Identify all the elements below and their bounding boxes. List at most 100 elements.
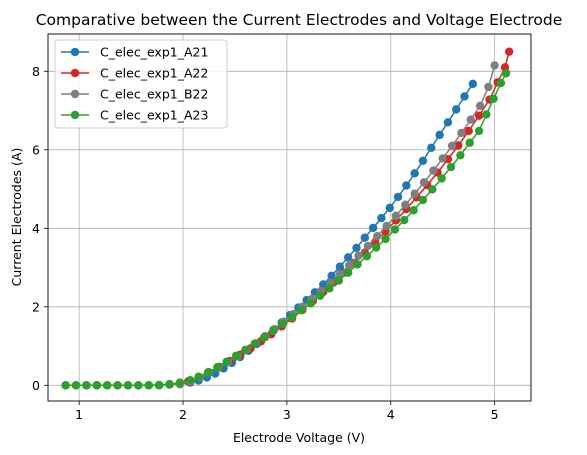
data-point: [343, 253, 353, 262]
data-point: [454, 141, 463, 150]
data-point: [464, 126, 473, 136]
legend-marker: [70, 110, 80, 120]
data-point: [456, 151, 465, 160]
data-point: [418, 195, 428, 205]
data-point: [390, 225, 400, 234]
data-point: [401, 200, 410, 209]
data-point: [393, 192, 403, 202]
data-point: [345, 260, 354, 270]
x-tick-label: 3: [283, 407, 291, 422]
data-point: [354, 251, 363, 260]
data-point: [410, 189, 419, 198]
data-point: [484, 82, 493, 92]
legend-marker: [70, 68, 80, 78]
y-tick-label: 2: [32, 299, 40, 314]
data-point: [419, 178, 429, 187]
data-point: [278, 319, 287, 329]
data-point: [315, 291, 325, 301]
data-point: [368, 223, 378, 233]
data-point: [429, 166, 438, 175]
data-series: [61, 47, 514, 390]
data-point: [113, 381, 122, 390]
data-point: [466, 115, 475, 124]
legend-item: C_elec_exp1_A22: [61, 66, 208, 81]
data-point: [325, 284, 334, 293]
data-point: [504, 47, 514, 56]
data-point: [297, 306, 306, 315]
x-tick-label: 1: [75, 407, 83, 422]
data-point: [213, 363, 222, 372]
data-point: [438, 154, 447, 163]
legend-label: C_elec_exp1_B22: [100, 87, 208, 102]
data-point: [194, 372, 203, 381]
data-point: [363, 241, 373, 251]
data-point: [501, 69, 511, 78]
data-point: [287, 313, 297, 322]
data-point: [362, 251, 372, 261]
x-tick-label: 5: [491, 407, 499, 422]
data-point: [489, 94, 498, 103]
data-point: [437, 174, 446, 183]
legend-label: C_elec_exp1_A23: [100, 108, 208, 123]
data-point: [382, 221, 391, 231]
data-point: [372, 243, 381, 252]
data-point: [360, 233, 370, 242]
data-point: [103, 381, 112, 390]
data-point: [222, 357, 231, 366]
data-point: [443, 118, 453, 127]
data-point: [335, 270, 345, 279]
data-point: [460, 92, 469, 101]
legend-item: C_elec_exp1_A21: [61, 45, 208, 60]
data-point: [306, 299, 315, 308]
data-point: [334, 276, 344, 285]
data-point: [490, 61, 499, 70]
data-point: [259, 333, 269, 342]
data-point: [410, 169, 419, 178]
data-point: [123, 381, 133, 390]
data-point: [71, 381, 81, 390]
data-point: [353, 260, 362, 269]
data-point: [418, 156, 428, 165]
data-point: [92, 381, 102, 390]
data-point: [377, 213, 386, 223]
data-point: [385, 203, 394, 213]
x-axis-label: Electrode Voltage (V): [233, 430, 365, 445]
data-point: [203, 368, 213, 377]
series-4: [61, 69, 511, 390]
data-point: [400, 215, 409, 225]
data-point: [134, 381, 143, 390]
data-point: [447, 141, 457, 151]
data-point: [335, 262, 345, 271]
x-tick-label: 4: [387, 407, 395, 422]
plot-area-frame: [47, 33, 532, 402]
y-tick-label: 4: [32, 221, 40, 236]
data-point: [427, 143, 436, 153]
data-point: [154, 380, 164, 390]
legend-label: C_elec_exp1_A22: [100, 66, 208, 81]
x-tick-label: 2: [179, 407, 187, 422]
legend-marker: [70, 89, 80, 99]
data-point: [465, 138, 474, 147]
data-point: [343, 268, 353, 277]
data-point: [452, 105, 461, 114]
data-point: [402, 181, 411, 190]
legend-marker: [70, 47, 80, 57]
data-point: [175, 378, 185, 387]
data-point: [446, 162, 456, 172]
data-point: [457, 128, 466, 138]
data-point: [61, 381, 70, 390]
data-point: [327, 271, 336, 280]
data-point: [241, 345, 250, 355]
data-point: [165, 379, 174, 389]
data-point: [231, 351, 241, 361]
data-point: [428, 185, 437, 194]
chart-title: Comparative between the Current Electrod…: [36, 11, 563, 29]
data-point: [468, 79, 478, 89]
data-point: [250, 339, 259, 348]
data-point: [269, 326, 278, 335]
data-point: [435, 130, 444, 140]
legend-item: C_elec_exp1_B22: [61, 87, 208, 102]
legend-label: C_elec_exp1_A21: [100, 45, 208, 60]
axis-ticks: 1 2 3 4 5 0 2 4 6 8: [32, 64, 499, 422]
